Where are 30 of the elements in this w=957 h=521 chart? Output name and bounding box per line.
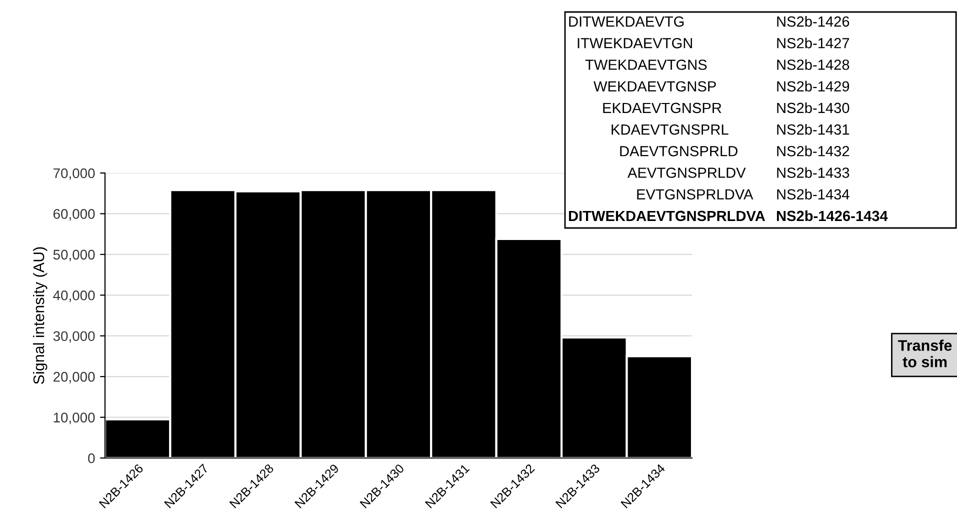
text: NS2b-1427 xyxy=(777,38,850,48)
y-tick-label: 20,000 xyxy=(54,372,95,384)
text: EKDAEVTGNSPR xyxy=(603,102,722,114)
text: TWEKDAEVTGNS xyxy=(585,60,707,70)
y-tick-label: 0 xyxy=(88,453,95,464)
text: NS2b-1430 xyxy=(777,102,850,114)
text: ITWEKDAEVTGN xyxy=(578,38,692,48)
y-tick-label: 60,000 xyxy=(54,209,95,221)
y-tick-label: 40,000 xyxy=(53,290,95,302)
text: NS2b-1434 xyxy=(777,188,850,200)
y-tick-label: 30,000 xyxy=(53,331,95,343)
text: NS2b-1428 xyxy=(777,59,850,70)
text: DITWEKDAEVTG xyxy=(569,16,684,27)
y-tick-label: 50,000 xyxy=(53,250,95,262)
y-axis-title: Signal intensity (AU) xyxy=(33,247,48,384)
text: NS2b-1432 xyxy=(777,146,850,156)
text: WEKDAEVTGNSP xyxy=(594,81,716,92)
annotation: EVTGNSPRLDVA xyxy=(637,189,754,200)
y-tick-label: 70,000 xyxy=(54,168,95,180)
text: NS2b-1431 xyxy=(777,124,850,135)
y-tick-label: 10,000 xyxy=(54,412,95,424)
text: NS2b-1426-1434 xyxy=(776,210,888,222)
text: NS2b-1433 xyxy=(777,167,850,178)
text: Transfe to sim xyxy=(898,340,952,368)
text: NS2b-1426 xyxy=(777,16,850,27)
annotation: DITWEKDAEVTGNSPRLDVA xyxy=(568,210,766,222)
annotation: AEVTGNSPRLDV xyxy=(628,168,746,178)
text: DAEVTGNSPRLD xyxy=(620,146,738,156)
text: NS2b-1429 xyxy=(777,80,850,92)
text: KDAEVTGNSPRL xyxy=(612,124,728,135)
